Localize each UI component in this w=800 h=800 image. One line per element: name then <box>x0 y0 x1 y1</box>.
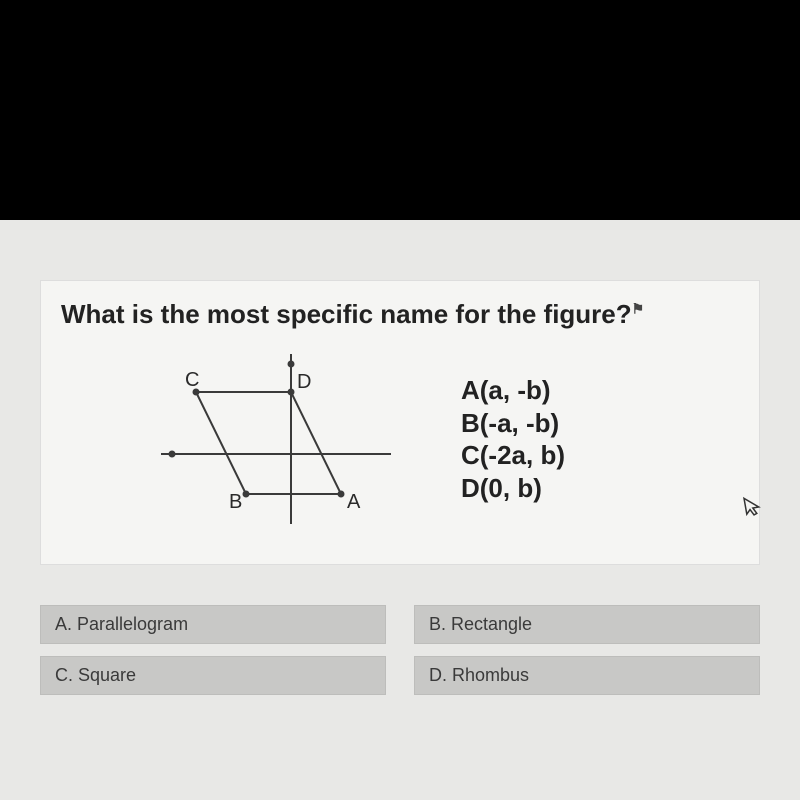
svg-text:D: D <box>297 371 311 393</box>
content-area: What is the most specific name for the f… <box>0 220 800 800</box>
coord-a: A(a, -b) <box>461 374 565 407</box>
answer-option-c[interactable]: C. Square <box>40 656 386 695</box>
question-text: What is the most specific name for the f… <box>61 299 739 330</box>
figure-row: A B C D A(a, -b) B(-a, -b) C(-2a, b) D(0, b… <box>61 344 739 534</box>
question-card: What is the most specific name for the f… <box>40 280 760 565</box>
question-label: What is the most specific name for the f… <box>61 299 632 329</box>
coord-c: C(-2a, b) <box>461 439 565 472</box>
answer-option-b[interactable]: B. Rectangle <box>414 605 760 644</box>
coord-b: B(-a, -b) <box>461 407 565 440</box>
answer-option-a[interactable]: A. Parallelogram <box>40 605 386 644</box>
coord-d: D(0, b) <box>461 472 565 505</box>
vertex-coordinates: A(a, -b) B(-a, -b) C(-2a, b) D(0, b) <box>461 374 565 504</box>
flag-icon[interactable]: ⚑ <box>632 300 645 316</box>
svg-text:B: B <box>229 491 242 513</box>
answer-grid: A. Parallelogram B. Rectangle C. Square … <box>40 605 760 695</box>
diagram: A B C D <box>141 344 401 534</box>
svg-text:C: C <box>185 369 199 391</box>
answer-option-d[interactable]: D. Rhombus <box>414 656 760 695</box>
svg-text:A: A <box>347 491 361 513</box>
